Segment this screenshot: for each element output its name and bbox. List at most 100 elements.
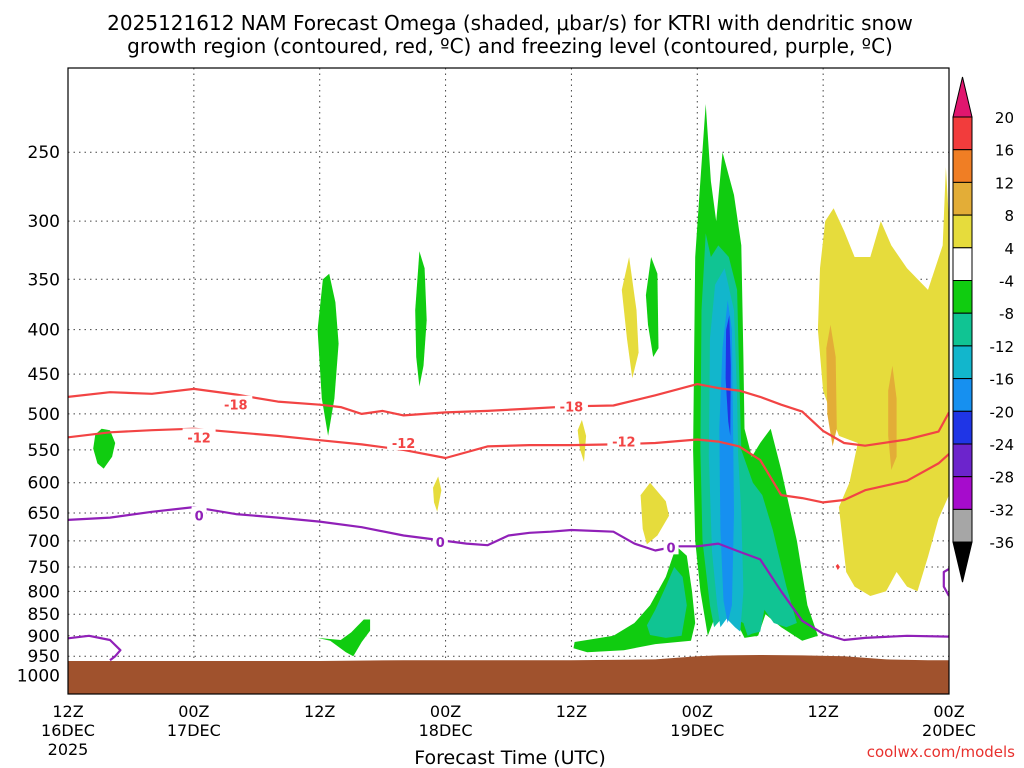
contour-label: 0 <box>195 509 204 524</box>
contour-label: -12 <box>612 436 636 451</box>
teal-low-broad <box>646 567 687 638</box>
y-tick-label: 850 <box>28 605 60 625</box>
contour-label-bg <box>219 395 253 412</box>
y-tick-label: 400 <box>28 321 60 341</box>
colorbar-segment <box>952 508 973 543</box>
contour-label: -18 <box>224 399 248 414</box>
colorbar-arrow-bottom <box>952 541 973 583</box>
contour-label-bg <box>432 533 448 550</box>
colorbar-label: -16 <box>990 371 1015 389</box>
green-patch-low-17 <box>317 619 371 657</box>
contour-freezing-level-0-e <box>942 568 949 597</box>
x-tick-label: 12Z <box>556 702 587 721</box>
colorbar-label: -12 <box>990 338 1015 356</box>
x-tick-label: 20DEC <box>922 721 976 740</box>
contour-label: -18 <box>560 400 584 415</box>
plot-frame <box>67 67 950 695</box>
colorbar-label: -32 <box>990 501 1015 519</box>
colorbar-segment <box>952 247 973 282</box>
colorbar-label: -20 <box>990 403 1015 421</box>
contour-label: 0 <box>667 541 676 556</box>
contour-label: 0 <box>436 536 445 551</box>
y-tick-label: 750 <box>28 558 60 578</box>
y-tick-label: 950 <box>28 647 60 667</box>
x-axis-title: Forecast Time (UTC) <box>414 747 605 768</box>
x-tick-label: 00Z <box>682 702 713 721</box>
x-tick-label: 00Z <box>933 702 964 721</box>
yellow-patch-18dec <box>433 476 442 512</box>
red-dot-east <box>835 563 840 570</box>
colorbar-segment <box>952 149 973 183</box>
colorbar-label: 16 <box>995 142 1014 160</box>
contour-label-bg <box>191 506 207 523</box>
colorbar-label: 8 <box>1004 207 1014 225</box>
y-tick-label: 550 <box>28 441 60 461</box>
colorbar-segment <box>952 181 973 216</box>
contour-label-bg <box>663 538 679 555</box>
y-tick-label: 650 <box>28 504 60 524</box>
y-tick-label: 600 <box>28 474 60 494</box>
x-tick-label: 18DEC <box>419 721 473 740</box>
colorbar-segment <box>952 476 973 510</box>
colorbar: 20 16 12 8 4 -4 -8 -12 -16 -20 -24 -28 -32 -36 <box>952 76 1015 583</box>
y-tick-label: 350 <box>28 270 60 290</box>
chart-title-line2: growth region (contoured, red, ºC) and f… <box>127 34 893 58</box>
y-tick-label: 500 <box>28 405 60 425</box>
contour-label-bg <box>387 433 421 450</box>
x-tick-label: 17DEC <box>167 721 221 740</box>
colorbar-segment <box>952 214 973 249</box>
yellow-east-upper <box>817 167 949 596</box>
contour-label-bg <box>554 397 588 414</box>
x-tick-label: 2025 <box>48 740 89 759</box>
green-patch-356 <box>645 257 659 357</box>
x-tick-label: 16DEC <box>41 721 95 740</box>
y-tick-label: 300 <box>28 212 60 232</box>
y-tick-label: 900 <box>28 627 60 647</box>
contour-label: -12 <box>392 437 416 452</box>
y-tick-label: 1000 <box>17 667 60 687</box>
x-tick-label: 12Z <box>807 702 838 721</box>
contour-label-bg <box>182 428 216 445</box>
omega-shading <box>68 104 949 694</box>
green-patch-12z17 <box>317 273 339 436</box>
y-tick-label: 700 <box>28 532 60 552</box>
contour-freezing-level-0-sw <box>68 634 122 662</box>
colorbar-label: 12 <box>995 174 1014 192</box>
colorbar-label: -4 <box>999 273 1014 291</box>
ground-mask <box>68 655 949 694</box>
orange-east-b <box>888 365 897 470</box>
colorbar-label: 20 <box>995 109 1014 127</box>
colorbar-label: -36 <box>990 534 1015 552</box>
green-patch-24z17 <box>415 251 427 387</box>
y-tick-label: 800 <box>28 582 60 602</box>
colorbar-segment <box>952 410 973 445</box>
colorbar-segment <box>952 312 973 347</box>
y-tick-label: 450 <box>28 365 60 385</box>
colorbar-label: -28 <box>990 469 1015 487</box>
y-axis: 2503003504004505005506006507007508008509… <box>17 143 60 686</box>
contour-freezing-level-0 <box>68 506 949 642</box>
green-patch-w <box>93 428 116 469</box>
orange-east <box>826 324 837 447</box>
colorbar-segment <box>952 378 973 412</box>
colorbar-arrow-top <box>952 76 973 118</box>
yellow-patch-mid <box>640 482 669 545</box>
x-tick-label: 12Z <box>304 702 335 721</box>
grid <box>67 68 950 694</box>
contour-labels: -18 -18 -12 -12 -12 0 0 0 <box>182 395 679 556</box>
colorbar-label: -8 <box>999 305 1014 323</box>
credit-text: coolwx.com/models <box>867 743 1015 761</box>
chart-title-line1: 2025121612 NAM Forecast Omega (shaded, μ… <box>107 11 913 35</box>
colorbar-segment <box>952 116 973 151</box>
dark-blue-core <box>725 315 731 436</box>
y-tick-label: 250 <box>28 143 60 163</box>
x-tick-label: 00Z <box>178 702 209 721</box>
x-tick-label: 00Z <box>430 702 461 721</box>
colorbar-segment <box>952 280 973 314</box>
colorbar-segment <box>952 345 973 380</box>
contour-label: -12 <box>187 431 211 446</box>
yellow-patch-upper <box>621 257 639 379</box>
colorbar-label: 4 <box>1004 240 1014 258</box>
